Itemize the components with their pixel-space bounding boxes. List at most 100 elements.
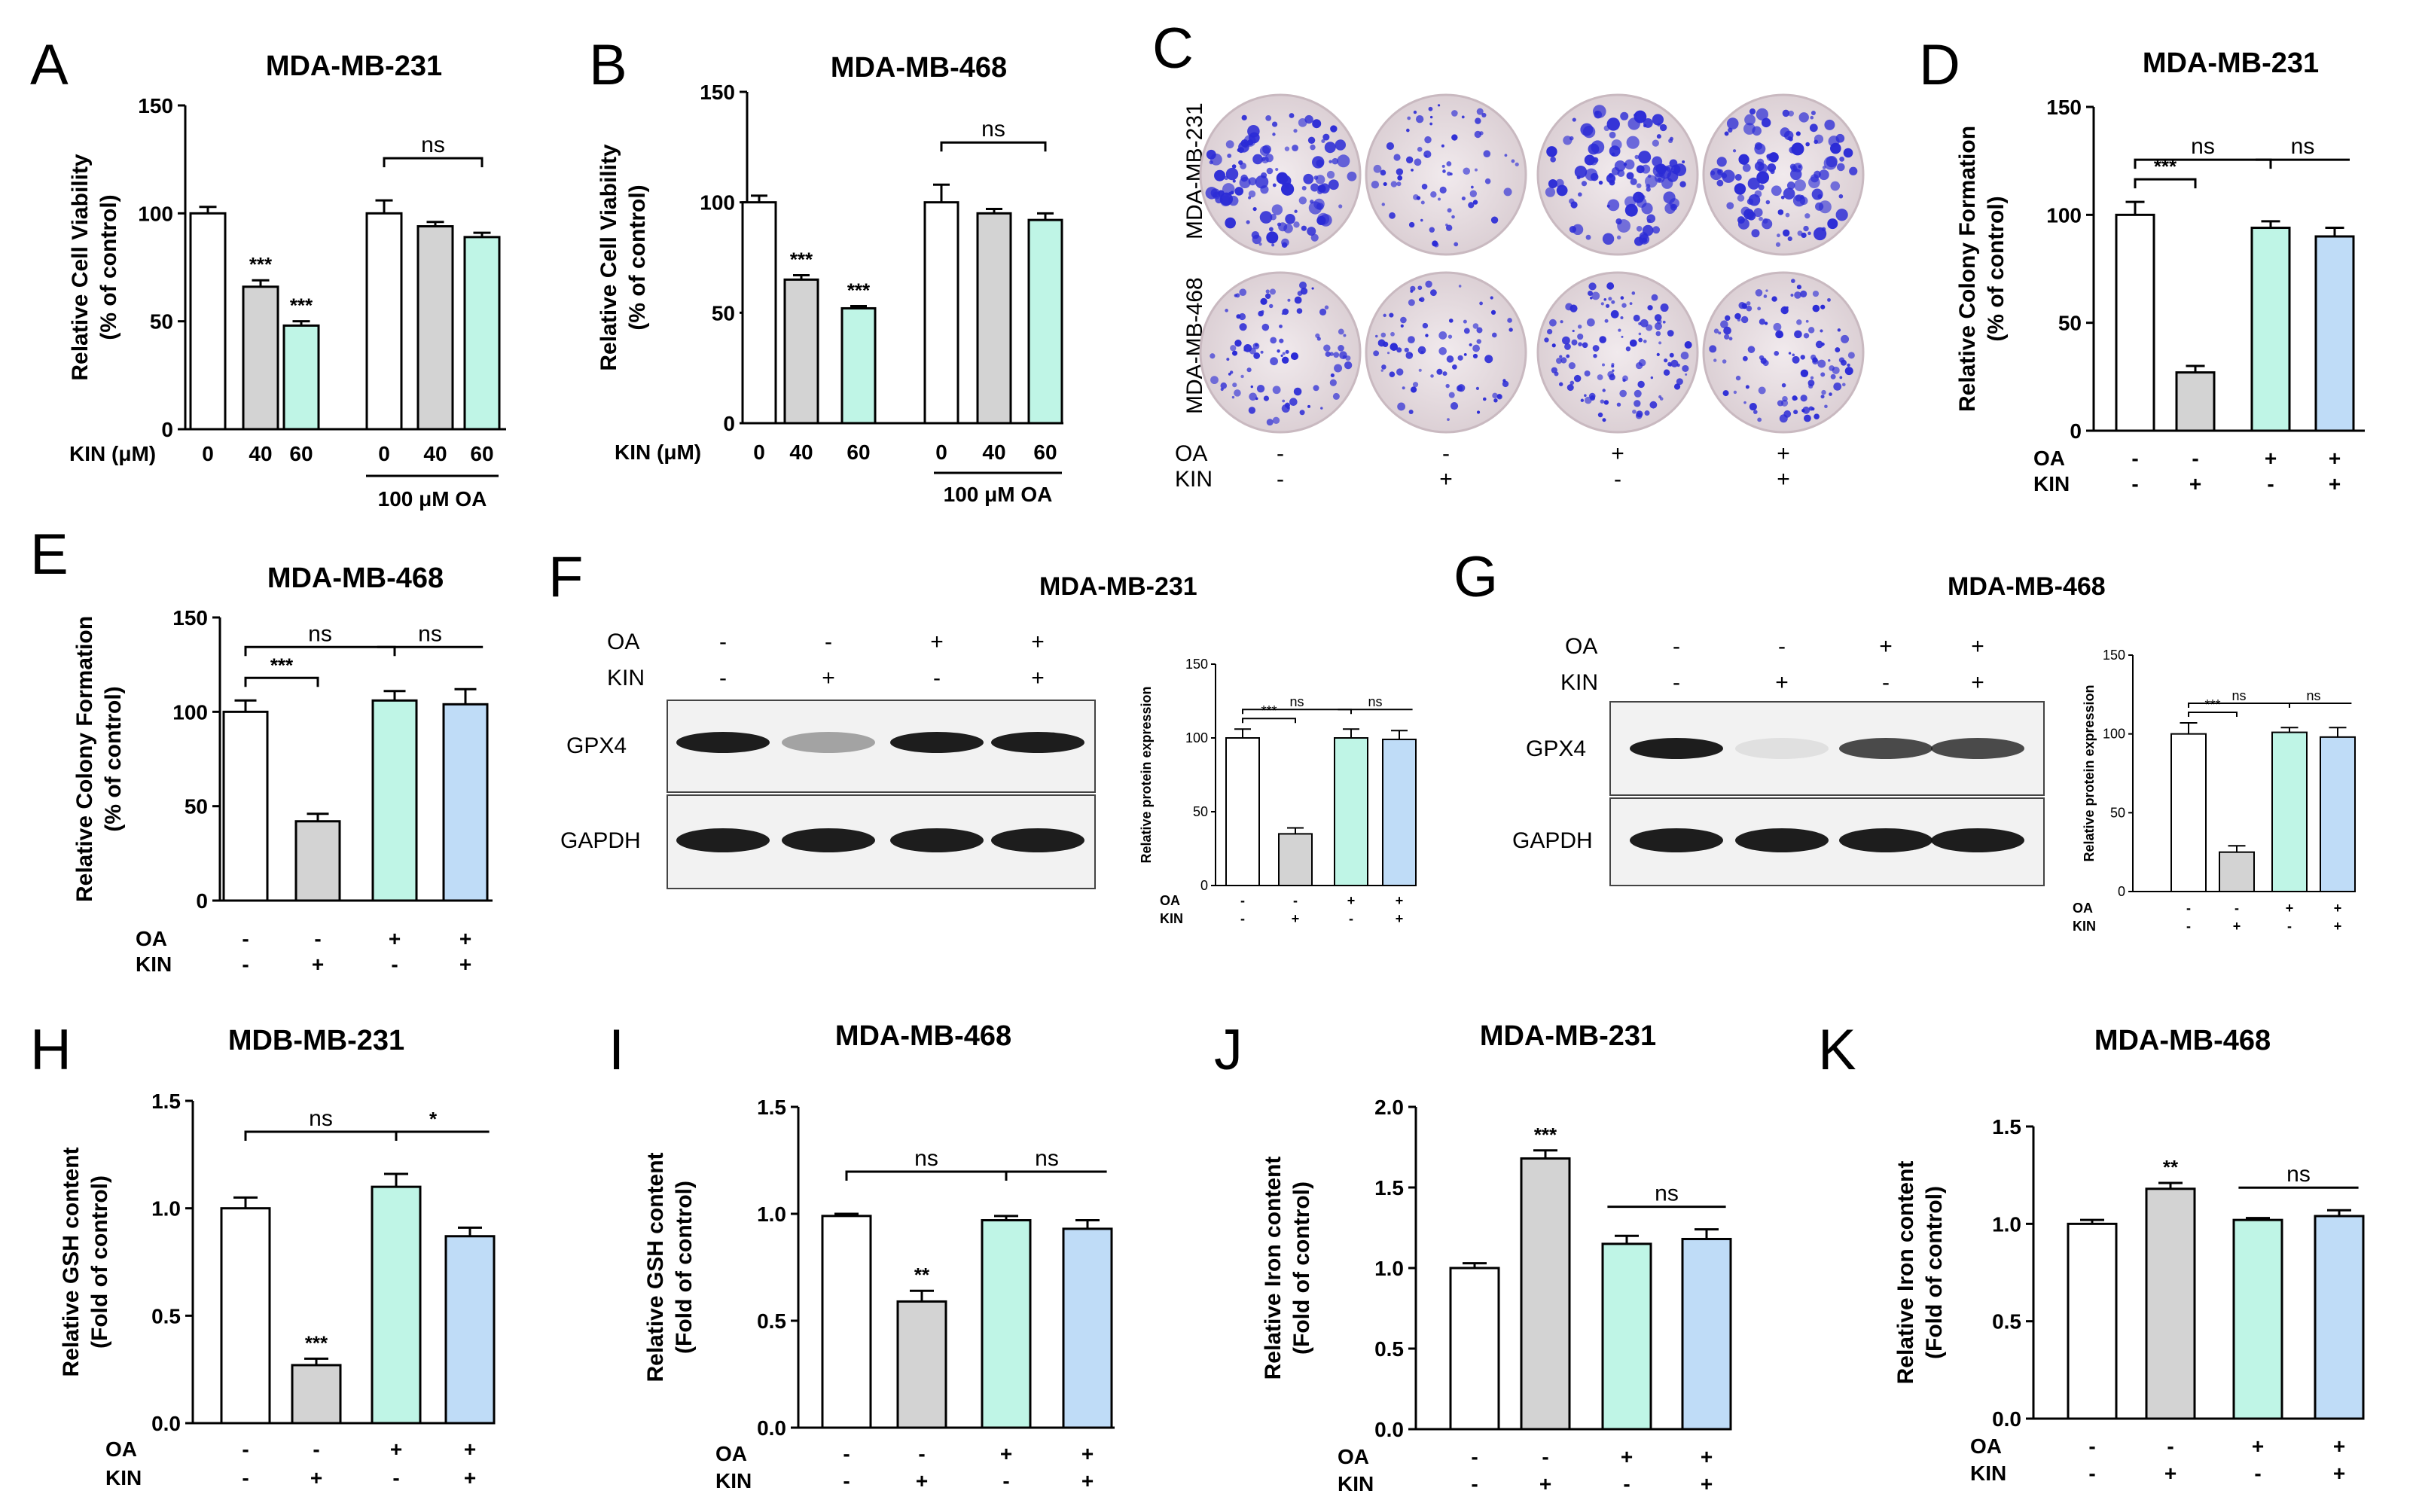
colony-dot xyxy=(1744,114,1756,126)
y-tick-label: 0 xyxy=(161,418,173,441)
bar xyxy=(1601,1242,1652,1431)
colony-dot xyxy=(1732,149,1737,153)
colony-dot xyxy=(1279,338,1284,343)
colony-dot xyxy=(1817,359,1826,368)
colony-dot xyxy=(1312,156,1325,169)
colony-dot xyxy=(1250,385,1253,389)
colony-dot xyxy=(1676,378,1683,386)
bar xyxy=(1225,737,1260,886)
colony-dot xyxy=(1767,163,1777,172)
colony-dot xyxy=(1646,324,1653,331)
colony-dot xyxy=(1763,294,1768,298)
colony-dot xyxy=(1490,216,1499,224)
colony-dot xyxy=(1797,230,1803,236)
colony-dot xyxy=(1738,154,1749,165)
oa-row-label: OA xyxy=(715,1442,747,1465)
bar xyxy=(783,278,819,425)
chart-b: MDA-MB-468 0 50 100 150 Relative Cell Viabili… xyxy=(596,52,1063,506)
colony-dot xyxy=(1441,164,1445,168)
blot-kin-mark: - xyxy=(1882,670,1890,695)
colony-dot xyxy=(1656,134,1661,139)
group-label: 100 μM OA xyxy=(378,487,487,511)
chart-g: 0 50 100 150 Relative protein expression *** n… xyxy=(2073,648,2356,934)
kin-mark: + xyxy=(1396,911,1404,926)
colony-dot xyxy=(1791,279,1795,283)
colony-dot xyxy=(1293,221,1300,228)
panel-letter-i: I xyxy=(609,1018,624,1082)
colony-dot xyxy=(1787,236,1792,242)
colony-dot xyxy=(1815,340,1823,349)
colony-dot xyxy=(1425,334,1429,337)
y-tick-label: 150 xyxy=(2103,648,2125,663)
colony-dot xyxy=(1296,308,1303,314)
colony-dot xyxy=(1490,296,1493,300)
colony-dot xyxy=(1275,167,1279,172)
colony-dot xyxy=(1582,342,1588,349)
colony-dot xyxy=(1840,359,1847,366)
colony-dot xyxy=(1710,170,1716,175)
x-tick-label: 0 xyxy=(378,442,390,465)
colony-dot xyxy=(1582,125,1596,139)
colony-dot xyxy=(1785,212,1790,218)
colony-dot xyxy=(1469,343,1472,347)
colony-dot xyxy=(1320,407,1323,410)
colony-dot xyxy=(1792,194,1806,207)
bar xyxy=(923,201,959,425)
colony-dot xyxy=(1835,133,1845,143)
colony-dot xyxy=(1743,209,1755,220)
colony-dot xyxy=(1748,194,1761,206)
colony-dot xyxy=(1839,156,1845,162)
colony-dot xyxy=(1234,294,1237,297)
y-tick-label: 0.5 xyxy=(1992,1310,2021,1334)
colony-dot xyxy=(1283,224,1293,233)
chart-title: MDB-MB-231 xyxy=(228,1025,404,1056)
colony-dot xyxy=(1661,177,1673,189)
colony-dot xyxy=(1820,395,1825,399)
panel-g-western-blot: MDA-MB-468 OA KIN - - + + - + - + GPX4 GAPDH xyxy=(1512,572,2106,886)
colony-dot xyxy=(1792,353,1795,357)
chart-d: MDA-MB-231 0 50 100 150 Relative Colony Forma… xyxy=(1955,47,2365,495)
colony-dot xyxy=(1603,297,1607,301)
colony-dot xyxy=(1811,407,1815,411)
y-tick-label: 1.0 xyxy=(151,1197,181,1221)
y-axis-label-line: Relative Iron content xyxy=(1261,1157,1286,1380)
oa-mark: - xyxy=(2131,447,2138,470)
colony-dot xyxy=(1804,414,1811,422)
oa-mark: + xyxy=(389,927,401,950)
y-axis-label-line: (Fold of control) xyxy=(1289,1181,1314,1355)
colony-dot xyxy=(1756,108,1769,120)
kin-mark: - xyxy=(2131,472,2138,495)
colony-dot xyxy=(1294,209,1298,213)
colony-dot xyxy=(1633,314,1640,322)
y-axis-label-line: (% of control) xyxy=(625,184,650,330)
colony-dot xyxy=(1332,157,1339,165)
comparison-label: * xyxy=(429,1108,438,1130)
comparison-label: ns xyxy=(914,1146,938,1171)
kin-mark: + xyxy=(1701,1472,1713,1495)
colony-dot xyxy=(1312,119,1322,129)
colony-dot xyxy=(1400,316,1407,324)
colony-dot xyxy=(1479,301,1483,306)
colony-dot xyxy=(1277,222,1282,227)
y-tick-label: 100 xyxy=(1185,730,1208,745)
colony-dot xyxy=(1837,328,1841,332)
colony-dot xyxy=(1743,401,1746,404)
colony-dot xyxy=(1762,218,1773,230)
colony-dot xyxy=(1652,139,1659,147)
colony-dot xyxy=(1803,225,1809,232)
colony-dot xyxy=(1603,400,1609,405)
y-tick-label: 100 xyxy=(2046,203,2082,227)
bar xyxy=(976,212,1012,425)
colony-dot xyxy=(1437,104,1441,107)
colony-dot xyxy=(1608,172,1613,178)
bar xyxy=(896,1300,947,1429)
colony-dot xyxy=(1830,373,1836,380)
y-axis-label-line: Relative Iron content xyxy=(1893,1161,1918,1385)
colony-dot xyxy=(1293,129,1298,133)
comparison-bracket xyxy=(244,1130,398,1142)
colony-dot xyxy=(1830,181,1841,191)
colony-dot xyxy=(1330,125,1338,133)
colony-dot xyxy=(1476,327,1483,334)
oa-mark: + xyxy=(1396,893,1404,908)
y-tick-label: 0.5 xyxy=(757,1309,786,1333)
